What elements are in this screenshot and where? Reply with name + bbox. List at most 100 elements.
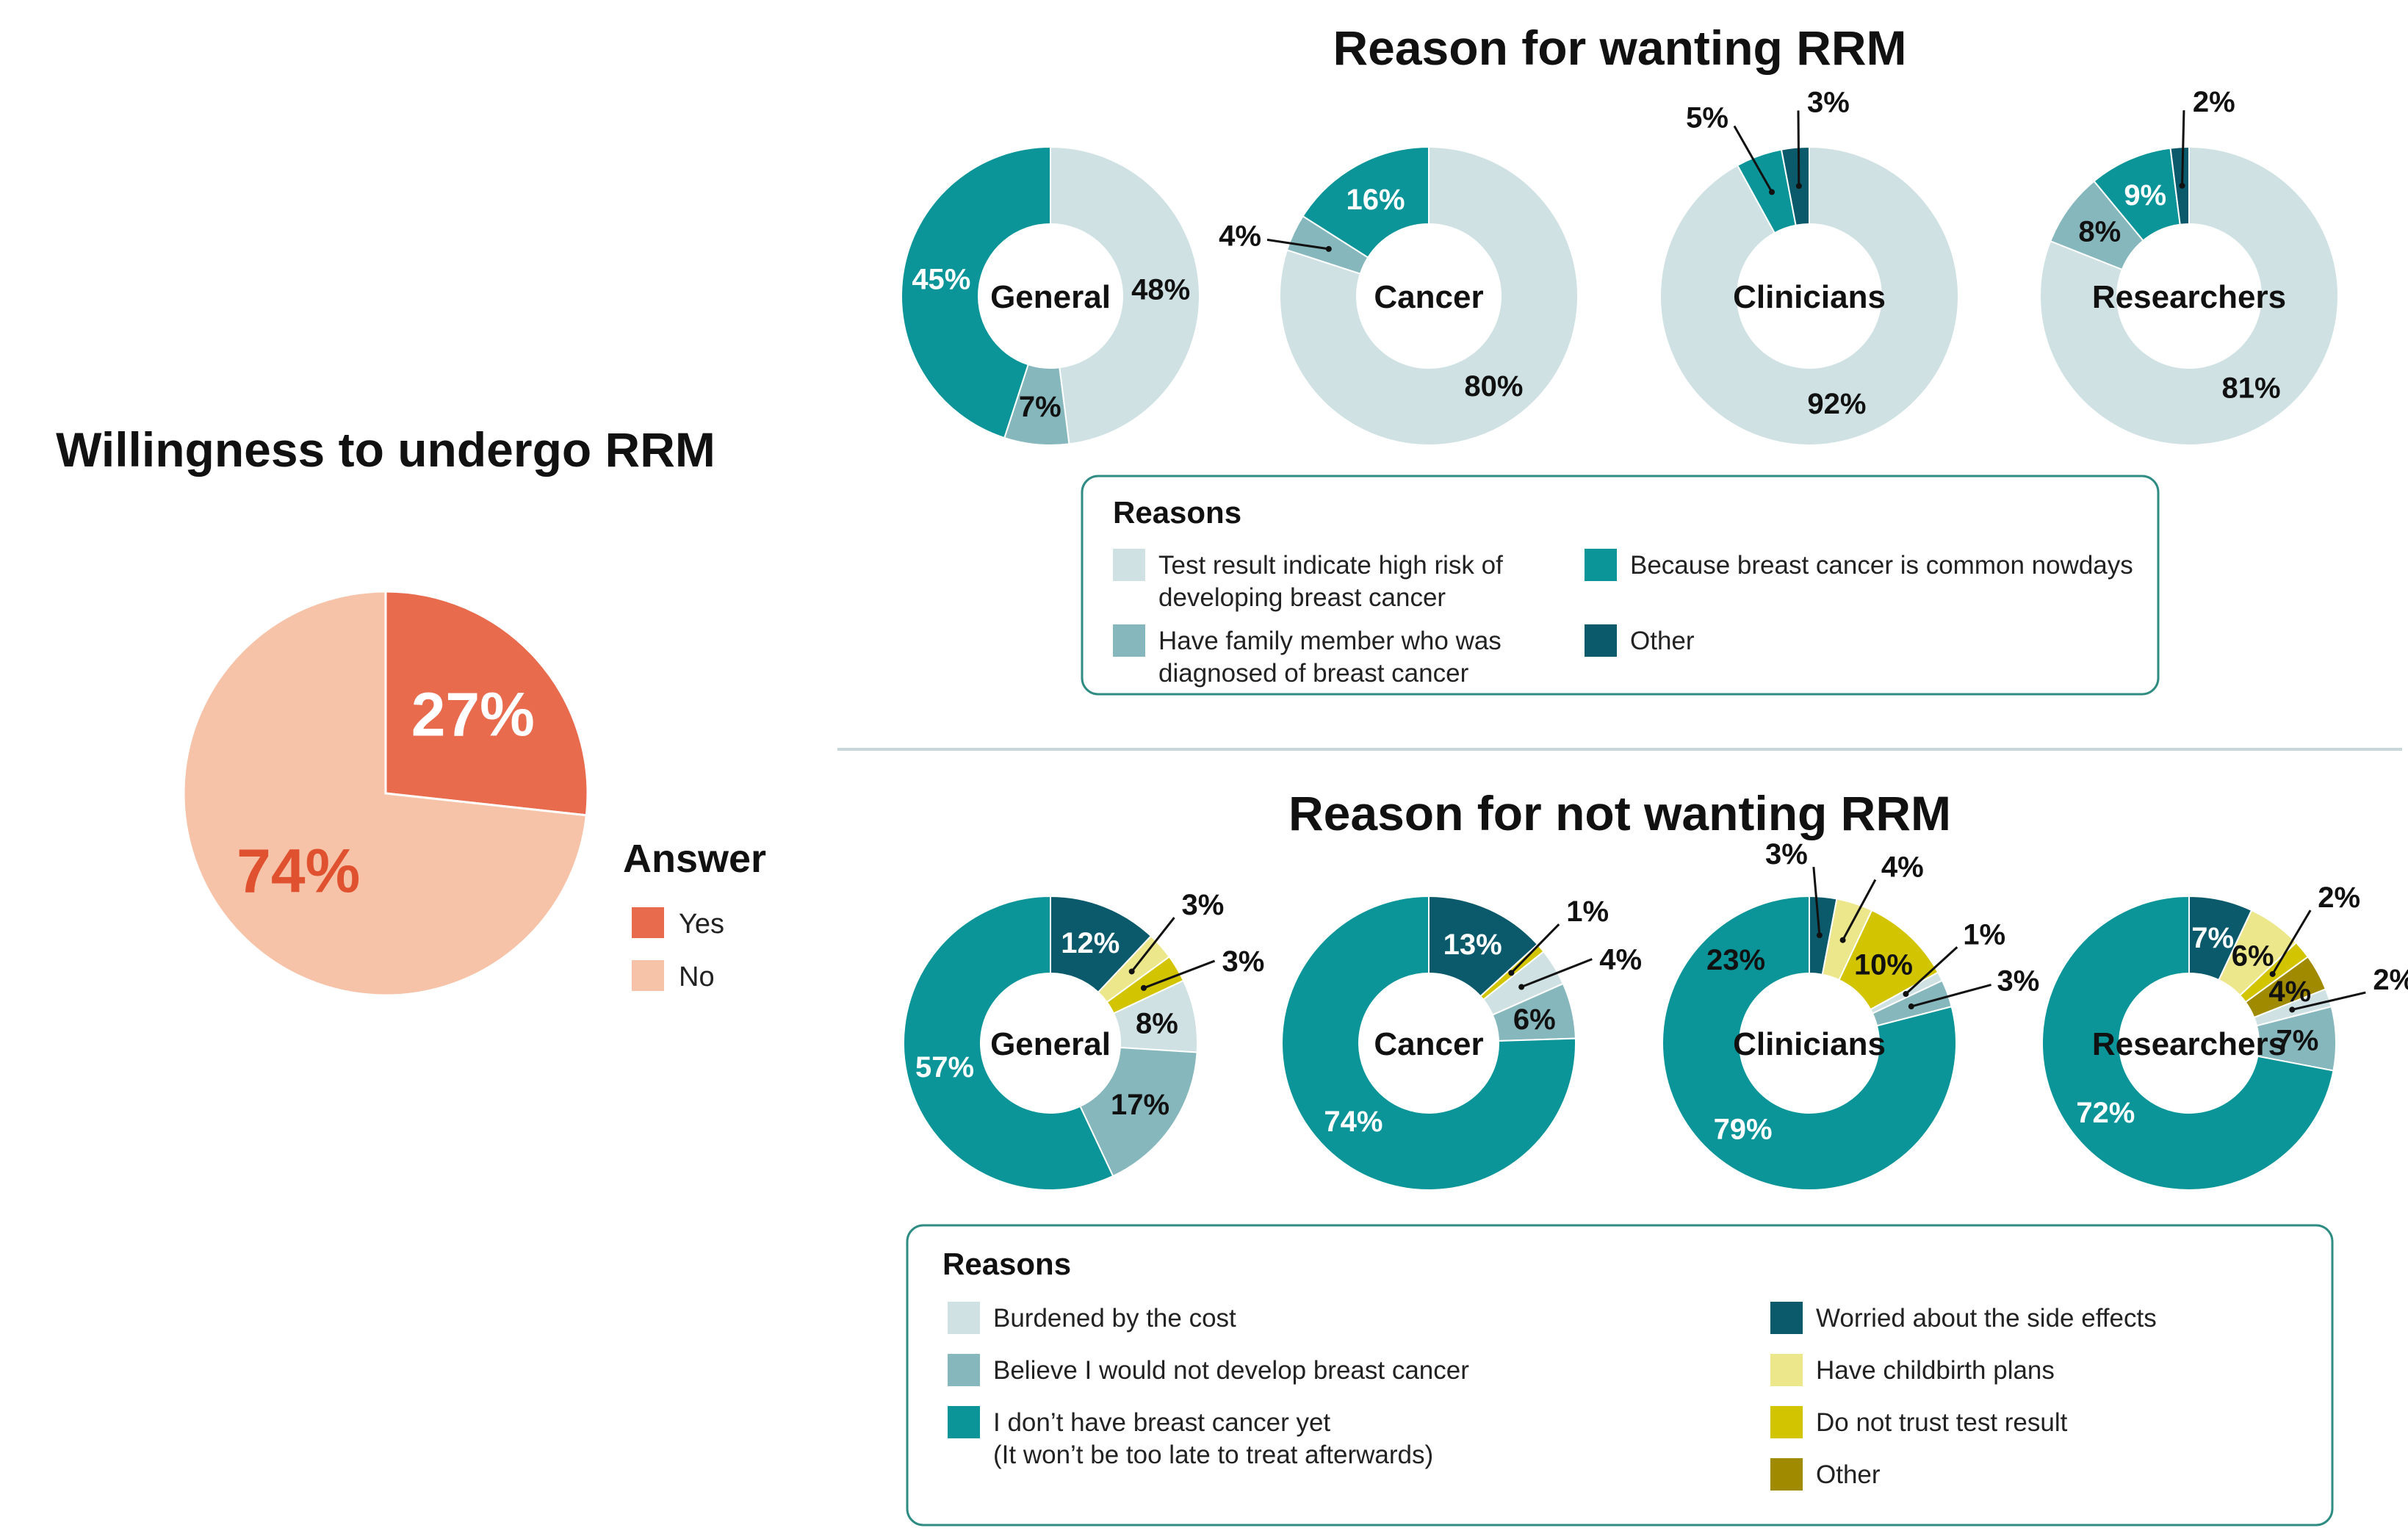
- legend-label-yes: Yes: [679, 909, 724, 940]
- value-label-researchers-other: 2%: [2193, 86, 2235, 118]
- callout-line: [1733, 125, 1773, 193]
- legend-text-family: Have family member who was: [1158, 627, 1502, 655]
- value-label-general-risk: 48%: [1131, 274, 1190, 306]
- willingness-title: Willingness to undergo RRM: [56, 422, 715, 477]
- value-label-cancer-common: 16%: [1346, 184, 1405, 216]
- donut-center-label: Cancer: [1374, 1026, 1483, 1062]
- callout-line: [2181, 110, 2185, 186]
- donut-general: General 48% 7% 45%: [901, 145, 1200, 446]
- donut-hole: [981, 973, 1120, 1113]
- legend-swatch-notyet: [948, 1406, 980, 1438]
- legend-text-risk: Test result indicate high risk of: [1158, 551, 1503, 580]
- legend-text-trust: Do not trust test result: [1816, 1408, 2068, 1437]
- value-label-researchers-side: 7%: [2191, 922, 2234, 954]
- donut-hole: [1740, 973, 1879, 1113]
- value-label-researchers-risk: 81%: [2222, 372, 2281, 404]
- willingness-pie-chart: Willingness to undergo RRM 27% 74% Answer…: [56, 422, 766, 997]
- value-label-researchers-common: 9%: [2124, 179, 2166, 212]
- callout-line: [1842, 879, 1877, 941]
- value-label-researchers-believe: 7%: [2277, 1024, 2319, 1056]
- donut-hole: [978, 224, 1122, 368]
- pie-label-yes: 27%: [411, 680, 535, 749]
- value-label-clinicians-side: 3%: [1765, 838, 1808, 871]
- callout-line: [2271, 909, 2312, 975]
- callout-line: [1797, 110, 1800, 187]
- legend-swatch-cost: [948, 1302, 980, 1334]
- not-wanting-donut-group: General12%3%3%8%17%57%Cancer13%1%4%6%74%…: [903, 838, 2408, 1191]
- not-wanting-title: Reason for not wanting RRM: [1288, 786, 1951, 840]
- value-label-researchers-trust: 2%: [2318, 882, 2360, 914]
- value-label-clinicians-notyet: 79%: [1714, 1114, 1773, 1146]
- legend-text-side: Worried about the side effects: [1816, 1304, 2157, 1333]
- value-label-general-side: 12%: [1061, 927, 1120, 959]
- donut-hole: [1357, 224, 1501, 368]
- wanting-legend: Test result indicate high risk of develop…: [1113, 549, 2133, 688]
- value-label-clinicians-common: 5%: [1686, 102, 1729, 134]
- donut-center-label: Researchers: [2092, 1026, 2286, 1062]
- legend-swatch-believe: [948, 1354, 980, 1386]
- callout-dot: [2179, 182, 2185, 189]
- callout-line: [1812, 866, 1821, 936]
- not-wanting-legend-box: [906, 1224, 2334, 1527]
- value-label-researchers-notyet: 72%: [2076, 1097, 2135, 1129]
- callout-line: [1510, 923, 1560, 974]
- wanting-title: Reason for wanting RRM: [1333, 21, 1906, 75]
- legend-swatch-no: [632, 960, 664, 991]
- legend-swatch-common: [1585, 549, 1617, 581]
- donut-hole: [2117, 224, 2261, 368]
- legend-swatch-yes: [632, 907, 664, 938]
- value-label-cancer-side: 13%: [1443, 929, 1502, 961]
- donut-center-label: Cancer: [1374, 279, 1483, 315]
- value-label-general-trust: 3%: [1222, 945, 1265, 978]
- answer-legend-title: Answer: [623, 837, 766, 881]
- value-label-cancer-family: 4%: [1219, 220, 1261, 252]
- donut-cancer: Cancer 80% 4% 16%: [1219, 145, 1579, 446]
- legend-text-common: Because breast cancer is common nowdays: [1630, 551, 2133, 580]
- value-label-general-childbirth: 3%: [1182, 889, 1225, 921]
- callout-line: [1521, 958, 1593, 988]
- legend-text-notyet: (It won’t be too late to treat afterward…: [993, 1441, 1433, 1469]
- donut-center-label: Clinicians: [1733, 1026, 1886, 1062]
- segment-clinicians-risk: [1659, 145, 1959, 446]
- value-label-researchers-family: 8%: [2078, 216, 2121, 248]
- value-label-researchers-cost: 2%: [2373, 964, 2408, 996]
- legend-swatch-trust: [1770, 1406, 1803, 1438]
- pie-label-no: 74%: [237, 836, 360, 905]
- value-label-researchers-childbirth: 6%: [2232, 940, 2274, 973]
- value-label-cancer-trust: 1%: [1566, 895, 1609, 928]
- donut-researchers: Researchers 81% 8%9% 2%: [2039, 86, 2339, 446]
- value-label-general-family: 7%: [1019, 391, 1061, 423]
- donut-hole: [1737, 224, 1881, 368]
- value-label-clinicians-trust: 10%: [1854, 948, 1913, 981]
- donut-center-label: General: [990, 279, 1111, 315]
- callout-line: [2291, 991, 2366, 1011]
- value-label-clinicians-childbirth: 4%: [1881, 851, 1924, 883]
- wanting-legend-title: Reasons: [1113, 495, 1241, 530]
- value-label-cancer-notyet: 74%: [1324, 1106, 1383, 1138]
- donut-clinicians: Clinicians 92% 5% 3%: [1659, 86, 1959, 446]
- donut-center-label: Researchers: [2092, 279, 2286, 315]
- callout-line: [1911, 984, 1991, 1008]
- donut-clinicians: Clinicians 3% 4% 10% 1% 3% 79% 23%: [1662, 838, 2039, 1191]
- callout-line: [1905, 946, 1958, 995]
- pie-slice-no: [182, 590, 588, 997]
- donut-hole: [1359, 973, 1499, 1113]
- legend-swatch-family: [1113, 624, 1145, 657]
- donut-cancer: Cancer 13% 1% 4% 6% 74%: [1281, 895, 1642, 1191]
- not-wanting-legend-title: Reasons: [942, 1247, 1071, 1281]
- wanting-donut-group: General 48% 7% 45% Cancer 80% 4% 16% Clinicians 9…: [901, 86, 2339, 446]
- value-label-clinicians-cost: 1%: [1963, 918, 2005, 951]
- legend-swatch-side: [1770, 1302, 1803, 1334]
- value-label-cancer-risk: 80%: [1464, 370, 1523, 403]
- value-label-clinicians-risk: 92%: [1807, 388, 1866, 420]
- legend-swatch-other: [1770, 1458, 1803, 1491]
- legend-swatch-other: [1585, 624, 1617, 657]
- legend-text-family: diagnosed of breast cancer: [1158, 659, 1469, 688]
- value-label-researchers-other: 4%: [2268, 976, 2311, 1008]
- extra-label-clinicians: 23%: [1706, 944, 1765, 976]
- value-label-general-common: 45%: [912, 263, 970, 295]
- legend-swatch-childbirth: [1770, 1354, 1803, 1386]
- value-label-general-cost: 8%: [1136, 1007, 1178, 1039]
